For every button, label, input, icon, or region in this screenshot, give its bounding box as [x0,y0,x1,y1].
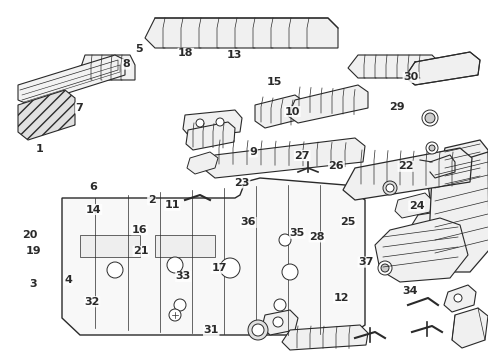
Text: 29: 29 [388,102,404,112]
Polygon shape [204,138,364,178]
Circle shape [377,261,391,275]
Circle shape [385,184,393,192]
Text: 14: 14 [86,204,102,215]
Polygon shape [62,178,364,335]
Text: 26: 26 [328,161,344,171]
Circle shape [424,113,434,123]
Circle shape [282,264,297,280]
Text: 2: 2 [147,195,155,205]
Text: 7: 7 [75,103,83,113]
Text: 27: 27 [294,150,309,161]
Text: 24: 24 [408,201,424,211]
Bar [80,235,140,257]
Polygon shape [185,122,235,150]
Text: 17: 17 [211,263,226,273]
Circle shape [453,294,461,302]
Polygon shape [262,310,297,335]
Text: 6: 6 [89,182,97,192]
Text: 10: 10 [284,107,300,117]
Text: 30: 30 [402,72,418,82]
Circle shape [273,299,285,311]
Circle shape [272,317,283,327]
Polygon shape [347,55,441,78]
Polygon shape [18,90,75,140]
Text: 28: 28 [308,232,324,242]
Polygon shape [254,95,305,128]
Text: 37: 37 [357,257,373,267]
Circle shape [279,234,290,246]
Polygon shape [70,65,88,85]
Text: 22: 22 [397,161,413,171]
Polygon shape [342,148,471,200]
Circle shape [247,320,267,340]
Text: 36: 36 [240,217,256,228]
Polygon shape [427,140,487,198]
Text: 32: 32 [84,297,100,307]
Circle shape [425,142,437,154]
Polygon shape [409,208,469,235]
Circle shape [216,118,224,126]
Text: 31: 31 [203,325,219,336]
Text: 16: 16 [131,225,147,235]
Text: 23: 23 [234,178,249,188]
Polygon shape [145,18,337,48]
Circle shape [169,309,181,321]
Polygon shape [427,152,488,272]
Text: 15: 15 [266,77,282,87]
Text: 4: 4 [64,275,72,285]
Text: 35: 35 [289,228,305,238]
Circle shape [251,324,264,336]
Circle shape [167,257,183,273]
Circle shape [196,119,203,127]
Polygon shape [282,325,367,350]
Text: 11: 11 [164,200,180,210]
Text: 9: 9 [249,147,257,157]
Text: 21: 21 [133,246,148,256]
Text: 3: 3 [29,279,37,289]
Circle shape [107,262,123,278]
Text: 12: 12 [333,293,348,303]
Text: 34: 34 [401,286,417,296]
Text: 5: 5 [135,44,143,54]
Polygon shape [80,55,135,80]
Polygon shape [451,308,487,348]
Polygon shape [186,152,218,174]
Polygon shape [443,285,475,312]
Text: 1: 1 [35,144,43,154]
Polygon shape [394,193,431,218]
Polygon shape [287,85,367,123]
Circle shape [174,299,185,311]
Circle shape [421,110,437,126]
Text: 19: 19 [25,246,41,256]
Bar [155,235,215,257]
Text: 18: 18 [178,48,193,58]
Circle shape [382,181,396,195]
Circle shape [380,264,388,272]
Circle shape [220,258,240,278]
Text: 33: 33 [175,271,191,282]
Text: 8: 8 [122,59,130,69]
Polygon shape [404,52,479,85]
Text: 20: 20 [21,230,37,240]
Text: 13: 13 [226,50,242,60]
Polygon shape [183,110,242,137]
Polygon shape [374,218,467,282]
Text: 25: 25 [340,217,355,228]
Polygon shape [18,55,125,105]
Circle shape [428,145,434,151]
